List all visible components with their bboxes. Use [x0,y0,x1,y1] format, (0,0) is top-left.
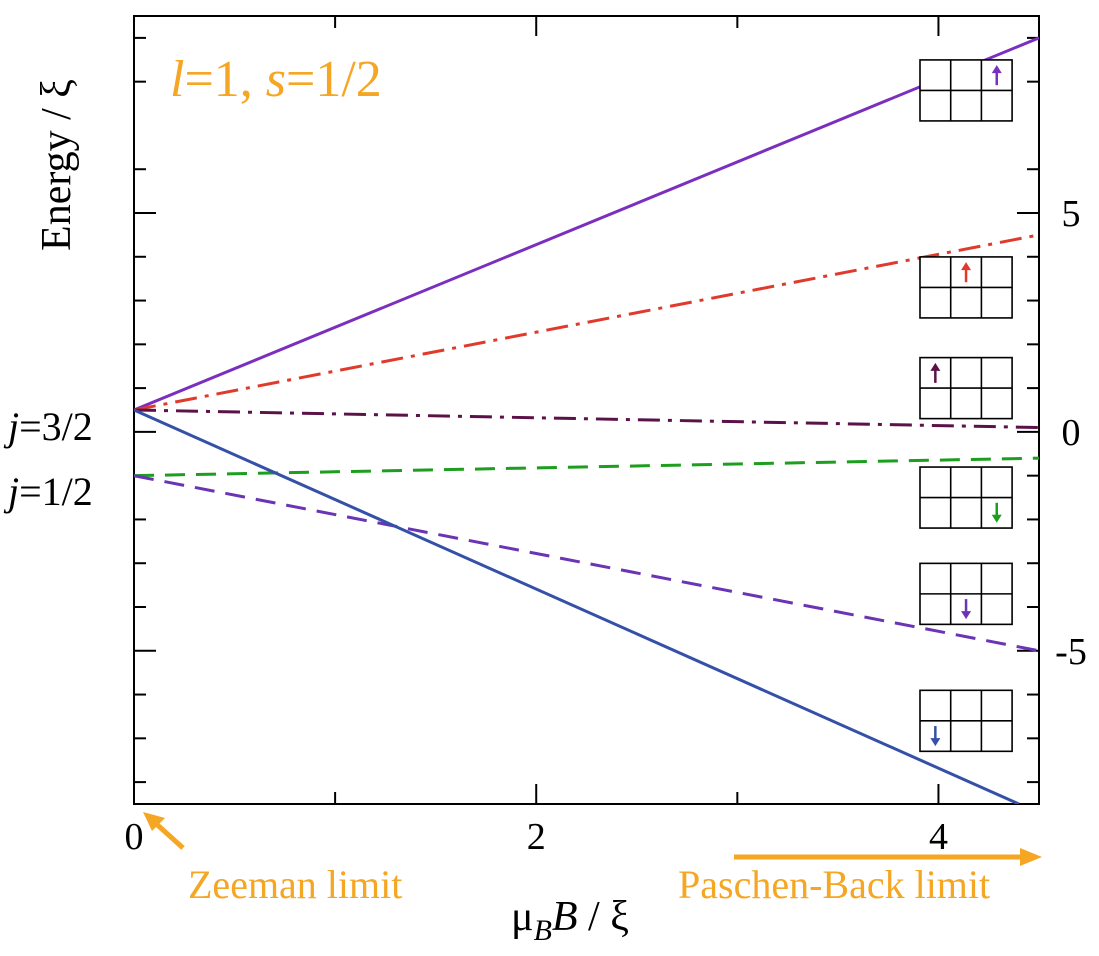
zeeman-arrow-head [143,812,165,831]
x-tick-label: 2 [527,816,546,858]
level-label-j12: j=1/2 [3,469,93,514]
chart-title: l=1, s=1/2 [170,51,382,108]
level-label-j32: j=3/2 [3,404,93,449]
x-label-sub: B [534,914,552,947]
x-axis-label: μBB / ξ [511,894,629,947]
state-insets [919,59,1013,753]
level-label-j12-j: j [3,469,19,514]
spin-down-arrow-icon [991,514,1002,523]
series-line-2 [134,233,1039,412]
spin-up-arrow-icon [961,262,972,271]
axis-ticks [133,16,1039,804]
x-tick-label: 0 [125,816,144,858]
title-l: l [170,51,184,108]
level-label-j32-j: j [3,404,19,449]
level-label-j12-value: =1/2 [19,469,93,514]
title-s: s [266,51,286,108]
title-s-eq: =1/2 [286,51,382,108]
x-label-mu: μ [511,894,534,940]
plot-frame [133,15,1040,805]
state-inset-3 [919,356,1013,420]
spin-up-arrow-icon [991,65,1002,74]
state-inset-2 [919,256,1013,319]
zeeman-annotation: Zeeman limit [143,812,402,907]
spin-up-arrow-icon [930,362,941,371]
level-label-j32-value: =3/2 [19,404,93,449]
series-line-4 [134,456,1039,478]
state-inset-5 [919,562,1013,626]
y-axis-label: Energy / ξ [34,79,80,251]
paschen-back-label: Paschen-Back limit [678,862,990,907]
state-inset-1 [919,59,1013,122]
x-tick-label: 4 [929,816,948,858]
y-tick-label: 0 [1062,412,1081,454]
series-line-6 [134,408,1020,804]
series-line-1 [134,36,1039,412]
title-l-eq: =1, [184,51,265,108]
series-line-3 [134,408,1039,430]
y-tick-label: -5 [1055,631,1087,673]
x-label-rest: / ξ [578,894,629,940]
spin-down-arrow-icon [930,738,941,747]
spin-down-arrow-icon [961,611,972,620]
paschen-back-annotation: Paschen-Back limit [678,848,1042,907]
series-line-5 [134,474,1039,653]
state-inset-6 [919,689,1013,753]
series-layer [134,36,1039,804]
y-tick-label: 5 [1062,193,1081,235]
state-inset-4 [919,466,1013,529]
paschen-back-arrow-head [1020,848,1042,866]
x-label-var: B [552,894,578,940]
axis-tick-labels: 0 2 4 5 0 -5 [125,193,1087,858]
zeeman-label: Zeeman limit [188,862,402,907]
